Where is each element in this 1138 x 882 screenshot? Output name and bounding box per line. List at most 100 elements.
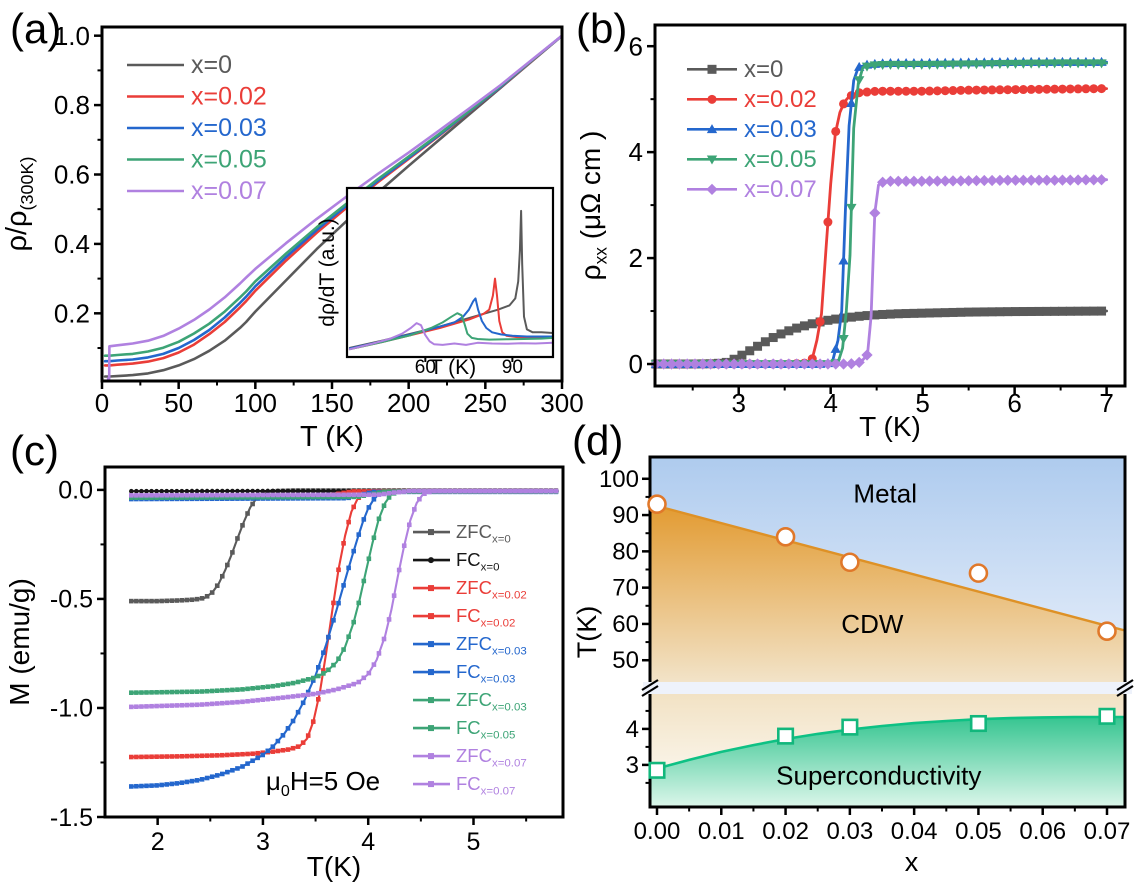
- marker-square: [245, 698, 250, 704]
- marker-square: [290, 745, 296, 751]
- marker-square: [129, 754, 134, 760]
- marker-square: [159, 598, 164, 604]
- marker-square: [240, 492, 245, 498]
- marker-square: [139, 783, 144, 789]
- marker-square: [412, 488, 417, 494]
- marker-square: [305, 492, 311, 498]
- marker-circle: [1003, 85, 1013, 95]
- marker-square: [214, 753, 220, 758]
- series-markers: [651, 306, 1107, 369]
- marker-square: [316, 697, 321, 702]
- marker-square: [341, 492, 346, 498]
- marker-circle: [275, 488, 281, 494]
- marker-square: [1097, 306, 1107, 316]
- marker-square: [174, 781, 180, 786]
- marker-square: [351, 619, 356, 625]
- marker-circle: [1081, 84, 1091, 94]
- marker-square: [371, 492, 377, 498]
- marker-square: [159, 703, 164, 709]
- tspan: FC: [456, 717, 481, 738]
- marker-square: [164, 689, 169, 695]
- marker-circle: [250, 488, 255, 494]
- marker-diamond: [916, 175, 928, 187]
- marker-square: [295, 693, 301, 699]
- marker-diamond: [837, 358, 850, 370]
- marker-circle: [775, 527, 796, 547]
- marker-square: [513, 488, 518, 494]
- x-tick-label: 4: [823, 388, 837, 418]
- marker-square: [428, 613, 434, 620]
- marker-diamond: [697, 358, 709, 370]
- region-label-cdw: CDW: [841, 609, 904, 639]
- marker-square: [285, 681, 291, 687]
- x-tick-label: 0.03: [826, 818, 873, 845]
- series-markers: [650, 174, 1108, 370]
- marker-square: [366, 556, 372, 562]
- panel-c: 2 3 4 50.0-0.5-1.0-1.5T(K)M (emu/g)ZFCx=0FC…: [4, 465, 565, 882]
- marker-square: [260, 492, 266, 498]
- marker-square: [792, 323, 802, 333]
- marker-diamond: [923, 175, 936, 187]
- tspan: 60: [612, 611, 639, 638]
- marker-circle: [290, 488, 296, 494]
- marker-square: [428, 697, 434, 704]
- marker-square: [776, 329, 786, 339]
- marker-square: [326, 667, 331, 673]
- marker-square: [543, 488, 549, 494]
- marker-square: [235, 687, 240, 692]
- marker-square: [230, 550, 235, 555]
- marker-circle: [964, 85, 974, 95]
- marker-diamond: [986, 174, 998, 187]
- marker-square: [199, 702, 205, 707]
- tspan: FC: [456, 549, 481, 570]
- marker-square: [428, 753, 434, 760]
- marker-triangle-down: [854, 76, 865, 86]
- marker-circle: [1057, 84, 1067, 94]
- tspan: 0.07: [1084, 818, 1131, 845]
- series-markers: [651, 84, 1107, 369]
- marker-square: [164, 495, 169, 500]
- marker-square: [376, 516, 382, 522]
- marker-circle: [862, 87, 872, 97]
- marker-square: [1003, 307, 1013, 317]
- marker-square: [204, 492, 210, 498]
- marker-circle: [179, 488, 185, 494]
- tspan: T (K): [430, 356, 476, 379]
- marker-square: [285, 694, 291, 700]
- legend-label: ZFCx=0: [456, 521, 511, 545]
- marker-diamond: [736, 358, 748, 370]
- series-FCx=0.07: [129, 488, 559, 498]
- legend-label: FCx=0: [456, 549, 499, 573]
- marker-circle: [1026, 84, 1036, 94]
- marker-square: [381, 503, 387, 509]
- marker-square: [245, 492, 250, 498]
- x-tick-label: 250: [464, 388, 507, 418]
- legend-label: x=0.02: [744, 86, 817, 113]
- marker-circle: [316, 488, 321, 494]
- tspan: x=0: [744, 56, 783, 83]
- marker-square: [194, 492, 200, 498]
- marker-square: [154, 703, 159, 709]
- panel-a: 0 50 100 150 200 250 300 0.2 0.4 0.6 0.8 1.0 T (K) ρ/…: [1, 21, 584, 453]
- tspan: 0.2: [54, 298, 90, 328]
- legend-label: x=0.07: [744, 176, 817, 203]
- marker-square: [265, 748, 271, 754]
- marker-square: [235, 492, 240, 498]
- marker-diamond: [1072, 174, 1084, 186]
- marker-triangle-down: [1002, 59, 1013, 69]
- marker-square: [164, 492, 169, 498]
- marker-square: [971, 307, 981, 317]
- marker-square: [366, 505, 372, 510]
- marker-square: [194, 596, 200, 602]
- marker-diamond: [892, 175, 904, 187]
- marker-diamond: [712, 358, 725, 370]
- marker-circle: [885, 86, 895, 96]
- marker-square: [209, 590, 215, 595]
- marker-square: [437, 488, 442, 494]
- marker-square: [396, 489, 402, 495]
- marker-circle: [1097, 84, 1107, 94]
- marker-square: [310, 719, 316, 724]
- panel-a-inset: 60 90 T (K) dρ/dT (a.u.): [316, 186, 555, 379]
- x-tick-label: 6: [1007, 388, 1021, 418]
- marker-square: [174, 689, 180, 695]
